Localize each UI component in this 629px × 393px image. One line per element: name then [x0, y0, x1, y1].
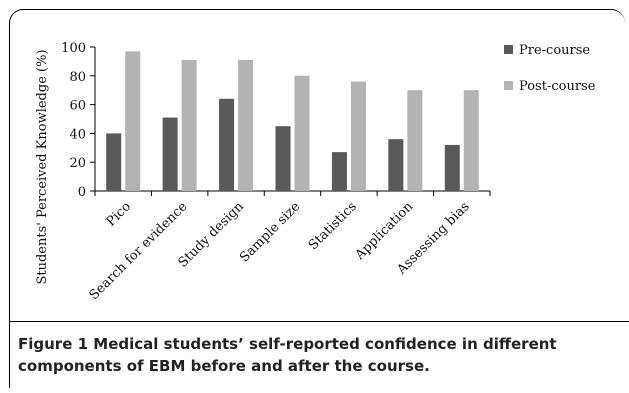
bar-post-course-3	[238, 59, 254, 192]
bar-pre-course-5	[331, 152, 347, 191]
x-tick-label: Search for evidence	[87, 199, 191, 303]
y-tick-label: 20	[69, 156, 86, 171]
y-tick-label: 0	[78, 185, 86, 200]
x-tick-label: Statistics	[306, 199, 360, 253]
bar-pre-course-6	[388, 139, 404, 191]
bar-pre-course-2	[162, 117, 178, 191]
figure-frame	[9, 9, 625, 388]
bar-post-course-2	[181, 59, 197, 192]
legend-label-post-course: Post-course	[519, 79, 596, 94]
bar-post-course-5	[350, 81, 366, 191]
legend-label-pre-course: Pre-course	[519, 43, 590, 58]
chart-bars	[106, 51, 479, 192]
y-tick-label: 100	[61, 41, 86, 56]
x-tick-label: Pico	[104, 199, 135, 230]
x-tick-label: Sample size	[237, 199, 303, 265]
chart-axes	[90, 46, 491, 196]
bar-post-course-4	[294, 75, 310, 191]
bar-pre-course-4	[275, 126, 291, 191]
y-tick-label: 80	[69, 70, 86, 85]
figure-caption: Figure 1 Medical students’ self-reported…	[18, 333, 618, 377]
figure-caption-label: Figure 1	[18, 335, 89, 353]
y-tick-label: 40	[69, 127, 86, 142]
bar-post-course-1	[125, 51, 141, 191]
legend: Pre-course Post-course	[504, 43, 596, 94]
bar-post-course-7	[463, 90, 479, 191]
y-axis-label: Students' Perceived Knowledge (%)	[35, 49, 50, 284]
legend-swatch-post-course	[504, 81, 513, 90]
bar-pre-course-7	[444, 144, 460, 191]
y-tick-label: 60	[69, 99, 86, 114]
bar-pre-course-3	[219, 98, 235, 191]
y-tick-labels: 0 20 40 60 80 100	[61, 41, 86, 200]
bar-pre-course-1	[106, 133, 122, 191]
figure-caption-text: Medical students’ self-reported confiden…	[18, 335, 557, 375]
bar-post-course-6	[407, 90, 423, 191]
legend-swatch-pre-course	[504, 45, 513, 54]
caption-divider	[9, 321, 629, 322]
